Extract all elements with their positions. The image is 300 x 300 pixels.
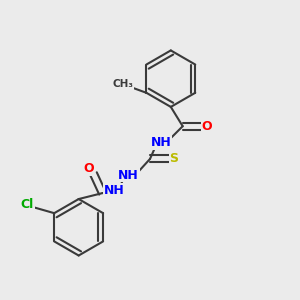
Text: NH: NH (104, 184, 125, 196)
Text: NH: NH (118, 169, 139, 182)
Text: S: S (169, 152, 178, 165)
Text: CH₃: CH₃ (112, 80, 133, 89)
Text: O: O (84, 162, 94, 175)
Text: NH: NH (151, 136, 171, 149)
Text: O: O (201, 120, 212, 133)
Text: Cl: Cl (21, 198, 34, 211)
